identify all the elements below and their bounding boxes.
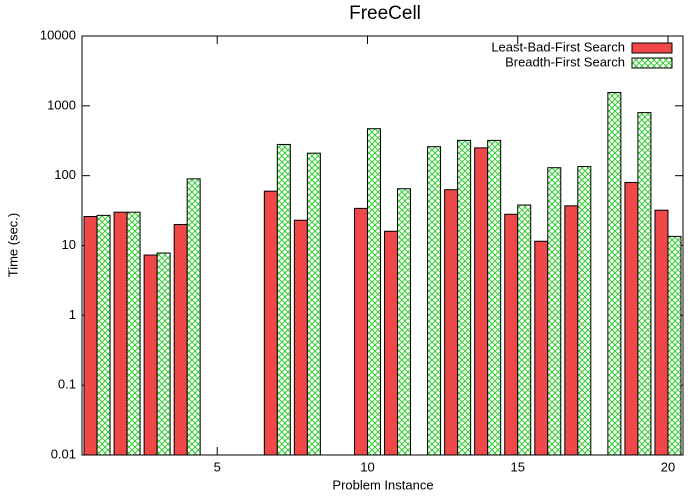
bar (547, 167, 562, 456)
bar (487, 139, 502, 456)
bar (186, 178, 201, 456)
bar (96, 214, 111, 456)
bar (384, 230, 399, 456)
bar (353, 207, 368, 456)
bar (83, 216, 98, 456)
bar (293, 219, 308, 456)
bar (143, 254, 158, 456)
bar (577, 166, 592, 456)
y-axis-label: Time (sec.) (5, 213, 20, 278)
bar (113, 211, 128, 456)
bar (397, 188, 412, 456)
bar (504, 213, 519, 456)
y-tick-label: 10 (62, 237, 76, 252)
chart-title: FreeCell (349, 3, 421, 24)
bar (654, 209, 669, 456)
x-axis-label: Problem Instance (332, 477, 433, 492)
y-tick-label: 10000 (40, 27, 76, 42)
y-tick-label: 1 (69, 307, 76, 322)
y-tick-label: 0.1 (58, 377, 76, 392)
x-tick-label: 10 (360, 459, 374, 474)
bar (517, 204, 532, 456)
x-tick-label: 5 (214, 459, 221, 474)
bar (366, 128, 381, 456)
bar (637, 112, 652, 456)
bar (457, 139, 472, 456)
bar (667, 235, 682, 456)
y-tick-label: 0.01 (51, 446, 76, 461)
bar (173, 223, 188, 456)
bar (564, 205, 579, 456)
bar (306, 152, 321, 456)
bar (126, 211, 141, 456)
bar (444, 189, 459, 456)
bar (534, 240, 549, 456)
bar (156, 252, 171, 456)
plot-frame (81, 35, 684, 456)
x-tick-label: 20 (661, 459, 675, 474)
legend-swatch (631, 42, 673, 54)
bar (427, 146, 442, 456)
legend-swatch (631, 57, 673, 69)
bar (607, 92, 622, 456)
bar (276, 143, 291, 456)
x-tick-label: 15 (510, 459, 524, 474)
bar (474, 147, 489, 456)
legend-label: Breadth-First Search (505, 54, 625, 69)
legend-label: Least-Bad-First Search (491, 39, 625, 54)
y-tick-label: 100 (54, 167, 76, 182)
bar (624, 181, 639, 456)
bar (263, 190, 278, 456)
y-tick-label: 1000 (47, 97, 76, 112)
